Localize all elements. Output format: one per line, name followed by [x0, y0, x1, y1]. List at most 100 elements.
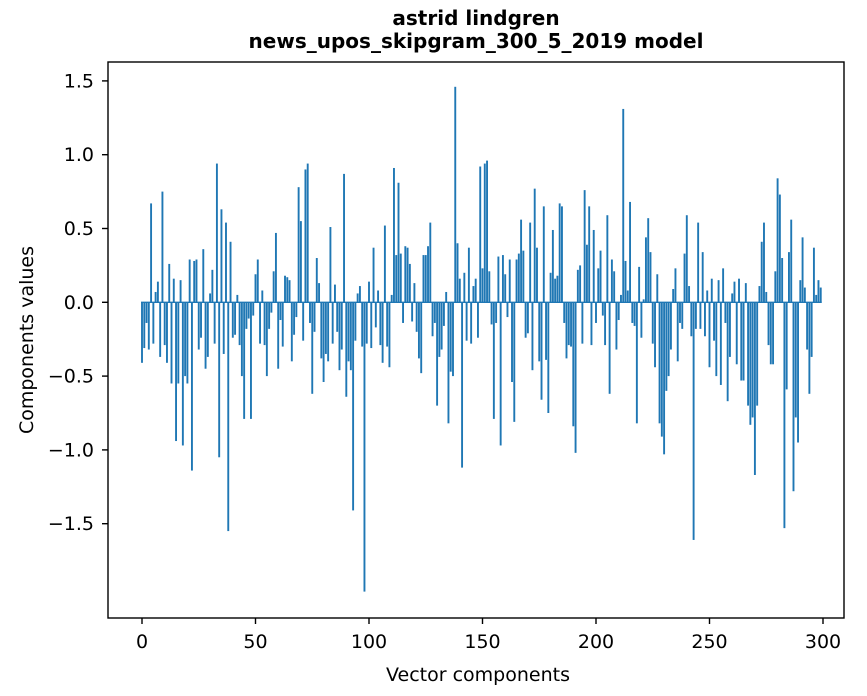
bar: [713, 302, 715, 341]
bar: [395, 255, 398, 303]
bar: [570, 302, 572, 347]
bar: [386, 302, 389, 347]
bar: [186, 302, 189, 384]
bar: [274, 232, 277, 303]
bar: [449, 302, 452, 372]
bar: [286, 277, 289, 303]
bar: [758, 286, 761, 303]
bar: [576, 269, 579, 303]
bar: [599, 250, 602, 303]
bar: [227, 302, 230, 532]
bar: [676, 302, 679, 362]
bar: [454, 86, 457, 303]
y-tick-label: 1.5: [64, 70, 94, 92]
bar: [654, 302, 656, 368]
x-axis-label: Vector components: [386, 664, 570, 686]
bar: [209, 293, 212, 303]
bar: [667, 302, 670, 377]
bar: [719, 302, 722, 385]
bar: [631, 302, 634, 323]
bar: [563, 302, 566, 323]
chart-title-line2: news_upos_skipgram_300_5_2019 model: [248, 29, 704, 53]
bar: [781, 258, 784, 303]
bar: [799, 280, 802, 303]
bar: [747, 302, 750, 406]
bar: [259, 302, 261, 344]
bar: [551, 229, 554, 303]
bar: [663, 302, 666, 455]
bar: [585, 244, 588, 303]
bar: [218, 302, 221, 458]
bar: [717, 280, 720, 303]
bar: [753, 302, 756, 475]
y-tick-label: −1.5: [48, 513, 94, 535]
bar: [561, 206, 563, 303]
bar: [293, 302, 296, 335]
bar: [368, 281, 370, 303]
bar: [388, 302, 391, 368]
bar: [413, 283, 416, 303]
bar: [633, 302, 636, 326]
bar: [154, 291, 157, 303]
bar: [474, 278, 477, 303]
bar: [263, 302, 266, 346]
bar: [806, 302, 809, 350]
bar: [175, 302, 177, 442]
bar: [679, 302, 681, 323]
bar: [778, 194, 781, 303]
bar: [390, 294, 393, 303]
bar: [358, 286, 361, 303]
bar: [442, 302, 445, 326]
bar: [601, 302, 604, 316]
bar: [511, 302, 513, 382]
bar: [808, 302, 811, 394]
bar: [211, 269, 214, 303]
bar: [522, 250, 525, 303]
bar: [531, 302, 534, 371]
bar: [295, 302, 298, 318]
bar: [202, 249, 205, 303]
x-axis-ticks: 0 50 100 150 200 250 300: [136, 618, 841, 653]
bar: [651, 302, 654, 344]
bar: [284, 275, 286, 303]
y-tick-label: 1.0: [64, 144, 94, 166]
bar: [334, 284, 336, 303]
bar: [456, 243, 459, 303]
bar: [463, 272, 466, 303]
bar: [590, 302, 593, 346]
bar: [744, 283, 747, 303]
bar: [213, 302, 216, 344]
bar: [579, 265, 582, 303]
bar: [554, 278, 557, 303]
bar: [817, 280, 820, 303]
bar: [433, 302, 436, 323]
bar: [340, 302, 343, 350]
bar: [215, 163, 218, 303]
bar: [649, 252, 652, 303]
bar: [229, 241, 232, 303]
bar: [397, 182, 400, 303]
bar: [672, 289, 675, 303]
bar: [572, 302, 575, 427]
bar: [513, 302, 516, 422]
bar: [724, 302, 727, 323]
bar: [622, 108, 625, 303]
x-tick-label: 100: [351, 631, 387, 653]
bar: [349, 302, 352, 371]
bar: [272, 271, 275, 303]
bar: [254, 274, 257, 303]
bar: [431, 302, 434, 337]
bar: [329, 227, 332, 303]
bar: [499, 302, 502, 446]
bar: [697, 222, 700, 303]
bar: [200, 302, 202, 338]
bar: [311, 302, 314, 394]
bar: [765, 291, 768, 303]
bar: [558, 203, 561, 303]
bar: [790, 219, 793, 303]
bar: [547, 302, 550, 413]
bar: [377, 290, 380, 303]
bar: [488, 271, 491, 303]
bar: [683, 253, 686, 303]
